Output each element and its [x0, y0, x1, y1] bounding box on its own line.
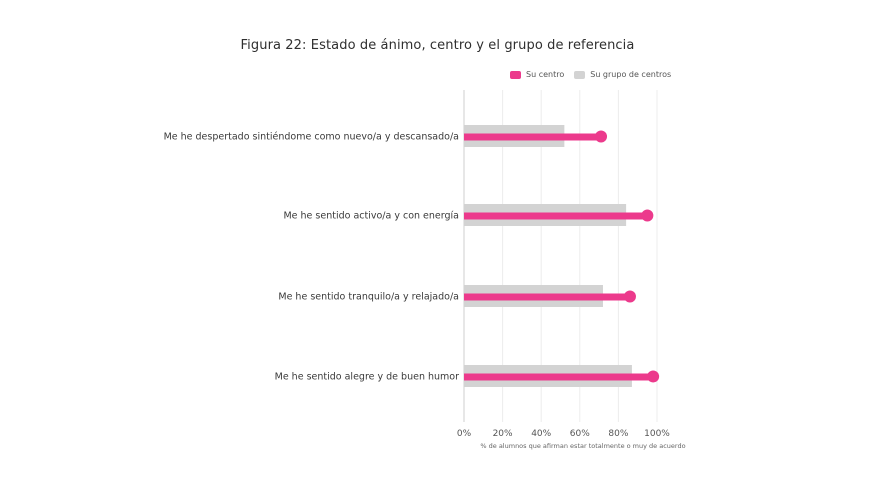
legend-item-su-centro: Su centro — [510, 70, 564, 79]
bar-centro-2 — [464, 212, 648, 220]
point-centro-4 — [647, 370, 660, 383]
legend: Su centro Su grupo de centros — [510, 70, 671, 79]
category-label-1: Me he despertado sintiéndome como nuevo/… — [163, 131, 459, 143]
x-tick-label-4: 80% — [608, 429, 628, 439]
category-label-2: Me he sentido activo/a y con energía — [283, 210, 459, 222]
legend-label-su-centro: Su centro — [526, 70, 565, 79]
x-tick-label-3: 60% — [570, 429, 590, 439]
legend-item-su-grupo: Su grupo de centros — [574, 70, 671, 79]
point-centro-1 — [595, 130, 608, 143]
x-axis-label: % de alumnos que afirman estar totalment… — [480, 442, 686, 450]
legend-swatch-su-grupo — [574, 70, 586, 79]
bar-centro-3 — [464, 293, 630, 301]
category-label-3: Me he sentido tranquilo/a y relajado/a — [278, 291, 459, 303]
bar-centro-1 — [464, 133, 602, 141]
bar-centro-4 — [464, 373, 654, 381]
chart-title: Figura 22: Estado de ánimo, centro y el … — [240, 38, 635, 53]
legend-swatch-su-centro — [510, 70, 521, 79]
point-centro-2 — [641, 209, 654, 222]
point-centro-3 — [623, 290, 636, 303]
x-tick-label-0: 0% — [457, 429, 472, 439]
x-tick-label-2: 40% — [531, 429, 551, 439]
x-tick-label-5: 100% — [644, 429, 670, 439]
category-label-4: Me he sentido alegre y de buen humor — [274, 371, 459, 383]
legend-label-su-grupo: Su grupo de centros — [590, 70, 672, 79]
x-tick-label-1: 20% — [493, 429, 513, 439]
